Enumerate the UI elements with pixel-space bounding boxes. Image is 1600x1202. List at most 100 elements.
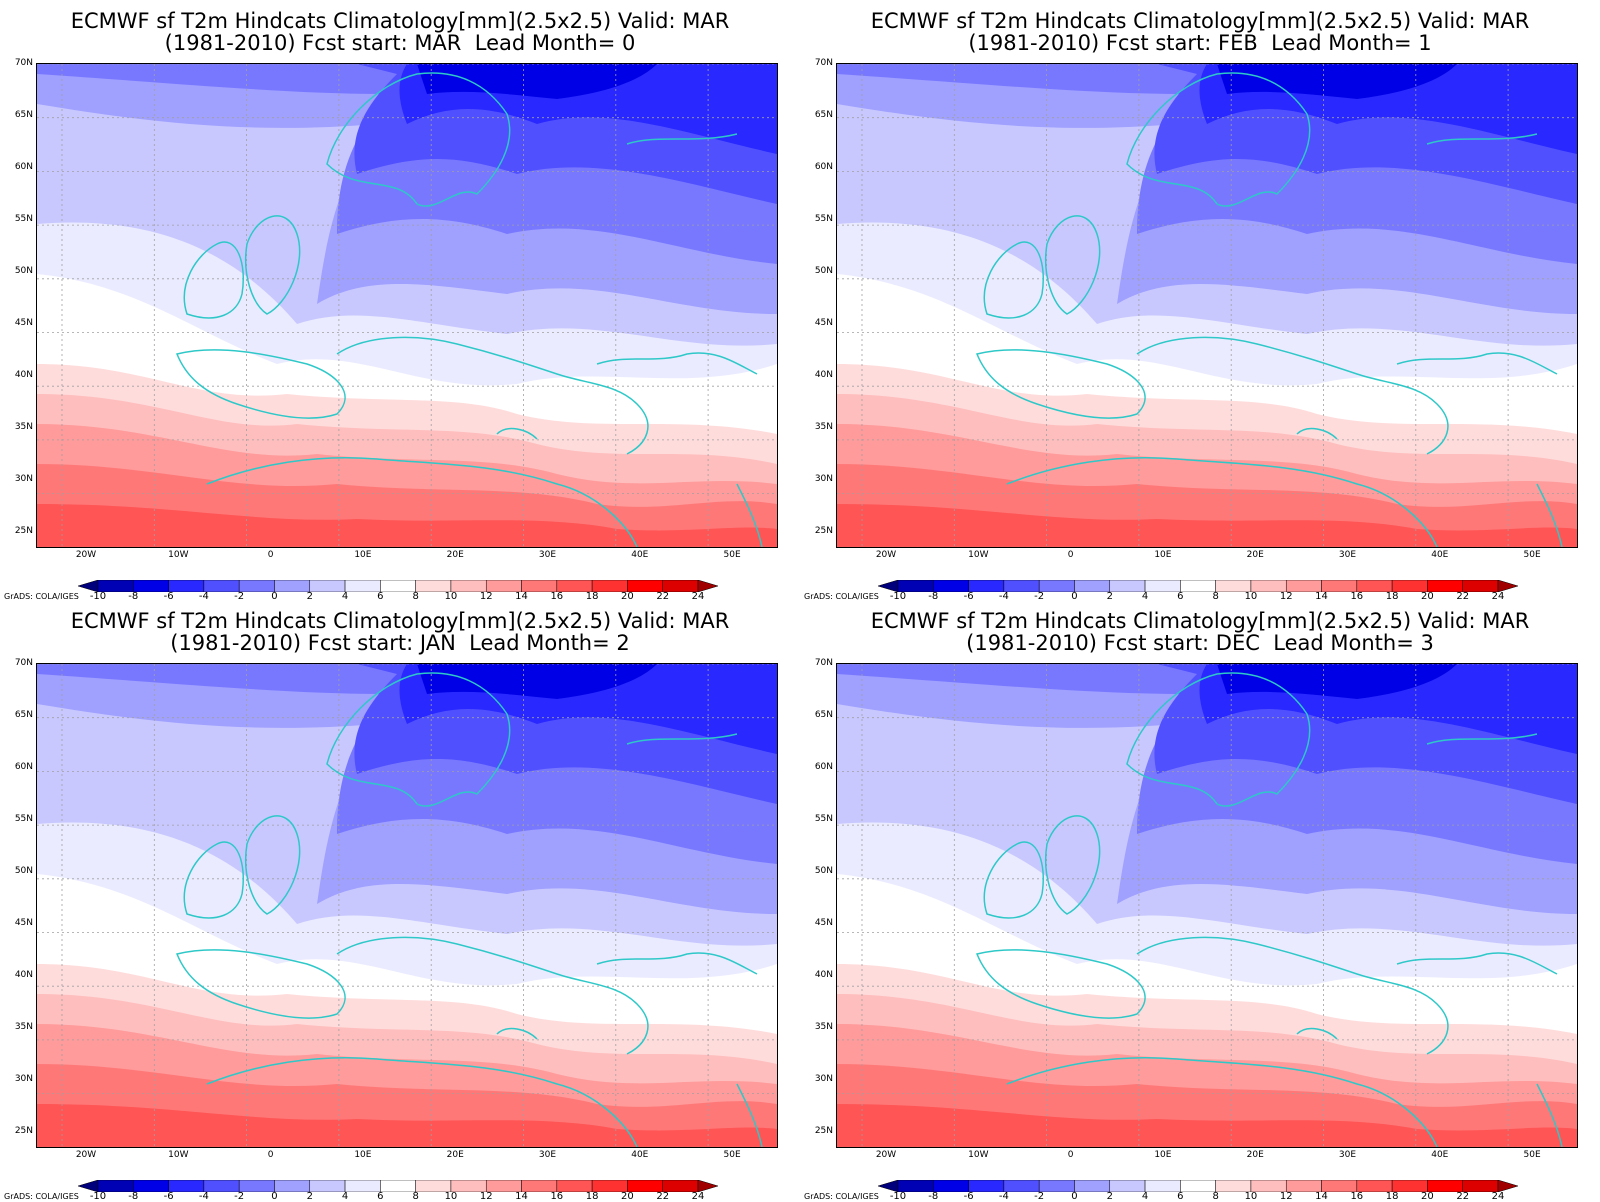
lat-tick-label: 60N: [814, 762, 833, 772]
colorbar-label: -4: [198, 1191, 209, 1202]
colorbar-label: 20: [1421, 1191, 1434, 1202]
colorbar-label: -4: [198, 591, 209, 602]
panel-title-line1: ECMWF sf T2m Hindcats Climatology[mm](2.…: [870, 609, 1530, 633]
colorbar-label: 4: [341, 1191, 349, 1202]
colorbar-label: -2: [234, 591, 245, 602]
colorbar-label: 10: [444, 591, 458, 602]
lon-tick-label: 20E: [1246, 1150, 1264, 1160]
colorbar-swatch: [274, 1179, 311, 1193]
colorbar-label: 12: [479, 591, 493, 602]
colorbar-label: 8: [412, 591, 419, 602]
temperature-map: [36, 63, 778, 548]
lon-tick-label: 20W: [75, 550, 97, 560]
lat-tick-label: 35N: [14, 422, 33, 432]
colorbar-label: 14: [1315, 1191, 1328, 1202]
lat-tick-label: 35N: [814, 422, 833, 432]
map-svg: [837, 664, 1577, 1147]
colorbar-label: -6: [963, 591, 974, 602]
lon-tick-label: 40E: [1431, 1150, 1449, 1160]
colorbar-swatch: [238, 1179, 275, 1193]
lon-tick-label: 20E: [446, 550, 464, 560]
colorbar-swatch: [380, 579, 416, 593]
colorbar-swatch: [1144, 579, 1181, 593]
lon-tick-label: 40E: [631, 1150, 649, 1160]
lat-tick-label: 50N: [14, 266, 33, 276]
lon-tick-label: 20W: [875, 1150, 897, 1160]
lat-tick-label: 65N: [14, 110, 33, 120]
lon-tick-label: 10E: [1154, 550, 1172, 560]
panel-title-line1: ECMWF sf T2m Hindcats Climatology[mm](2.…: [70, 609, 730, 633]
lat-tick-label: 25N: [14, 526, 33, 536]
colorbar: [77, 1177, 719, 1193]
colorbar-label: -10: [889, 1191, 907, 1202]
grads-credit: GrADS: COLA/IGES: [4, 1192, 79, 1201]
colorbar-label: 4: [1141, 1191, 1149, 1202]
colorbar-swatch: [274, 579, 311, 593]
lat-tick-label: 60N: [14, 762, 33, 772]
colorbar-swatch: [1109, 579, 1146, 593]
colorbar-label: 6: [377, 1191, 384, 1202]
lon-tick-label: 10W: [968, 550, 989, 560]
lon-tick-label: 20W: [75, 1150, 97, 1160]
colorbar-swatch: [1074, 579, 1111, 593]
colorbar-label: 22: [656, 591, 670, 602]
lat-tick-label: 35N: [14, 1022, 33, 1032]
colorbar-label: 10: [1244, 1191, 1258, 1202]
colorbar-label: 22: [1456, 1191, 1470, 1202]
lon-tick-label: 10W: [168, 1150, 189, 1160]
lat-tick-label: 55N: [814, 214, 833, 224]
colorbar-label: -10: [89, 591, 107, 602]
map-panel: ECMWF sf T2m Hindcats Climatology[mm](2.…: [0, 0, 800, 602]
colorbar-label: 14: [515, 1191, 528, 1202]
colorbar-label: -6: [963, 1191, 974, 1202]
colorbar-label: 8: [1212, 591, 1219, 602]
colorbar-label: 2: [1106, 1191, 1113, 1202]
colorbar-label: 16: [550, 591, 564, 602]
colorbar-swatch: [344, 1179, 381, 1193]
lon-tick-label: 20E: [446, 1150, 464, 1160]
lon-tick-label: 40E: [631, 550, 649, 560]
colorbar-label: -10: [89, 1191, 107, 1202]
lat-tick-label: 70N: [14, 58, 33, 68]
lat-tick-label: 55N: [14, 214, 33, 224]
colorbar-label: 20: [621, 591, 634, 602]
colorbar-swatch: [1144, 1179, 1181, 1193]
panel-title-line1: ECMWF sf T2m Hindcats Climatology[mm](2.…: [70, 9, 730, 33]
lon-tick-label: 0: [267, 550, 274, 560]
temperature-map: [36, 663, 778, 1148]
colorbar-swatch: [1497, 579, 1519, 593]
colorbar-label: -2: [1034, 591, 1045, 602]
colorbar-label: -8: [128, 1191, 139, 1202]
colorbar-swatch: [380, 1179, 416, 1193]
colorbar-swatch: [344, 579, 381, 593]
map-panel: ECMWF sf T2m Hindcats Climatology[mm](2.…: [800, 0, 1600, 602]
lon-tick-label: 20W: [875, 550, 897, 560]
panel-title-line1: ECMWF sf T2m Hindcats Climatology[mm](2.…: [870, 9, 1530, 33]
lon-tick-label: 50E: [1523, 550, 1541, 560]
colorbar-label: 0: [271, 591, 278, 602]
lon-tick-label: 30E: [538, 1150, 557, 1160]
colorbar: [877, 577, 1519, 593]
temperature-map: [836, 63, 1578, 548]
lat-tick-label: 70N: [814, 658, 833, 668]
lat-tick-label: 40N: [814, 370, 833, 380]
lat-tick-label: 40N: [14, 370, 33, 380]
colorbar-swatch: [1180, 579, 1216, 593]
grads-credit: GrADS: COLA/IGES: [4, 592, 79, 601]
lon-tick-label: 30E: [1338, 550, 1357, 560]
colorbar-swatch: [309, 579, 346, 593]
lat-tick-label: 45N: [814, 918, 833, 928]
colorbar-label: 0: [271, 1191, 278, 1202]
lat-tick-label: 60N: [14, 162, 33, 172]
lat-tick-label: 70N: [14, 658, 33, 668]
colorbar-label: -8: [128, 591, 139, 602]
grads-credit: GrADS: COLA/IGES: [804, 1192, 879, 1201]
lat-tick-label: 25N: [814, 526, 833, 536]
colorbar-swatch: [1038, 1179, 1075, 1193]
lat-tick-label: 40N: [14, 970, 33, 980]
lat-tick-label: 40N: [814, 970, 833, 980]
colorbar-label: 0: [1071, 591, 1078, 602]
colorbar-label: 24: [691, 1191, 705, 1202]
colorbar-label: 20: [621, 1191, 634, 1202]
colorbar-swatch: [238, 579, 275, 593]
